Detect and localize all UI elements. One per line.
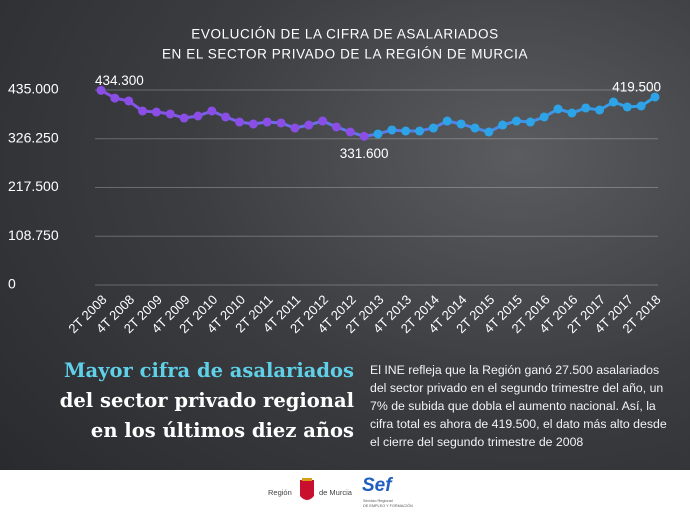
data-point: [581, 103, 591, 113]
data-point: [401, 126, 411, 136]
data-point: [276, 118, 286, 128]
data-point: [636, 101, 646, 111]
data-point: [345, 127, 355, 137]
data-point: [373, 129, 383, 139]
data-point: [470, 123, 480, 133]
body-line: El INE refleja que la Región ganó 27.500…: [370, 363, 660, 377]
y-tick-label: 0: [8, 276, 16, 292]
headline-line: del sector privado regional: [59, 389, 354, 412]
data-point: [567, 108, 577, 118]
data-label: 419.500: [612, 80, 661, 95]
data-point: [387, 125, 397, 135]
data-label: 331.600: [340, 146, 389, 161]
body-line: el cierre del segundo trimestre de 2008: [370, 435, 584, 449]
body-line: 7% de subida que dobla el aumento nacion…: [370, 399, 656, 413]
data-point: [110, 93, 120, 103]
data-point: [650, 92, 660, 102]
data-point: [525, 117, 535, 127]
body-text: El INE refleja que la Región ganó 27.500…: [370, 361, 667, 451]
data-point: [498, 120, 508, 130]
y-tick-label: 435.000: [8, 81, 59, 97]
data-point: [553, 104, 563, 114]
data-point: [179, 113, 189, 123]
data-point: [235, 117, 244, 127]
data-point: [608, 97, 618, 107]
data-point: [248, 119, 258, 129]
data-point: [193, 111, 203, 121]
data-point: [96, 85, 106, 95]
chart-title: EVOLUCIÓN DE LA CIFRA DE ASALARIADOS: [191, 27, 498, 42]
headline-line: en los últimos diez años: [90, 419, 354, 442]
region-crown: [302, 478, 312, 481]
data-point: [221, 112, 231, 122]
chart: EVOLUCIÓN DE LA CIFRA DE ASALARIADOS EN …: [8, 27, 661, 292]
y-tick-label: 108.750: [8, 227, 59, 243]
data-point: [442, 116, 452, 126]
y-tick-label: 326.250: [8, 129, 59, 145]
sef-subtitle: DE EMPLEO Y FORMACIÓN: [363, 503, 413, 508]
data-point: [359, 131, 369, 141]
data-point: [456, 119, 466, 129]
y-tick-label: 217.500: [8, 178, 59, 194]
region-logo-text: de Murcia: [319, 488, 353, 497]
chart-title: EN EL SECTOR PRIVADO DE LA REGIÓN DE MUR…: [162, 47, 528, 62]
footer-logos: Región de Murcia Sef Servicio Regional D…: [268, 475, 413, 508]
data-point: [539, 112, 549, 122]
data-point: [124, 96, 134, 106]
data-point: [512, 116, 521, 126]
data-point: [207, 106, 217, 116]
body-line: cifra total es ahora de 419.500, el dato…: [370, 417, 667, 431]
footer: Región de Murcia Sef Servicio Regional D…: [0, 470, 690, 518]
data-point: [290, 123, 300, 133]
data-point: [304, 120, 314, 130]
data-point: [151, 107, 161, 117]
headline-line: Mayor cifra de asalariados: [63, 359, 354, 382]
data-point: [165, 109, 175, 119]
data-label: 434.300: [95, 73, 144, 88]
data-point: [138, 106, 148, 116]
region-shield: [300, 480, 314, 500]
data-point: [595, 105, 605, 115]
body-line: del sector privado en el segundo trimest…: [370, 381, 664, 395]
headline: Mayor cifra de asalariados del sector pr…: [60, 356, 354, 446]
data-point: [484, 127, 494, 137]
data-point: [331, 122, 341, 132]
data-point: [622, 102, 632, 112]
sef-subtitle: Servicio Regional: [363, 499, 393, 503]
sef-logo: Sef: [362, 475, 393, 496]
data-point: [318, 116, 328, 126]
data-point: [415, 126, 425, 136]
data-point: [428, 123, 438, 133]
region-logo-text: Región: [268, 488, 292, 497]
data-point: [262, 117, 272, 127]
